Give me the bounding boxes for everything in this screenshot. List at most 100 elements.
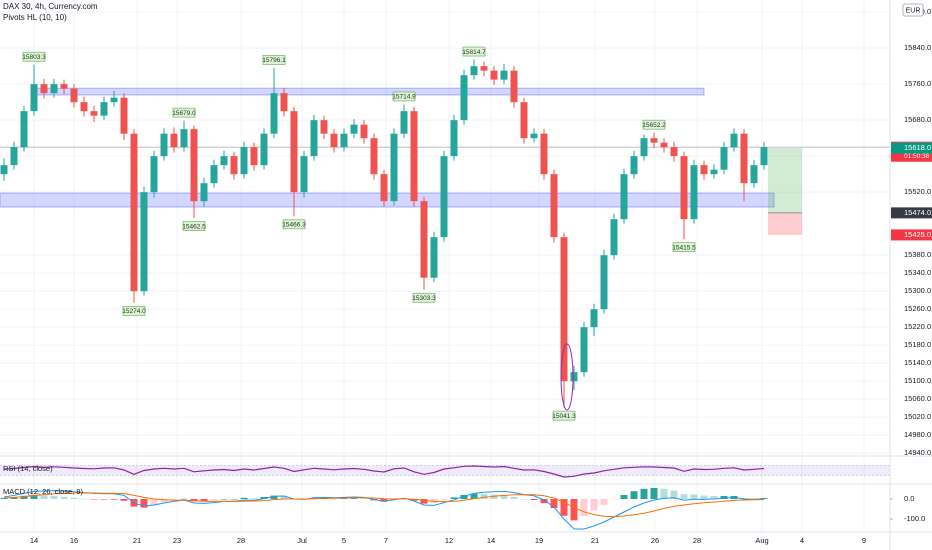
rsi-title: RSI (14, close)	[3, 464, 53, 473]
price-badge	[891, 142, 932, 154]
macd-histogram-bar	[120, 499, 128, 501]
candle-body	[10, 147, 18, 166]
candle-body	[290, 111, 298, 193]
macd-histogram-bar	[550, 499, 558, 508]
position-target	[768, 148, 802, 213]
macd-histogram-bar	[260, 497, 268, 499]
macd-histogram-bar	[520, 499, 528, 500]
macd-histogram-bar	[240, 497, 248, 499]
macd-histogram-bar	[470, 493, 478, 499]
candles-layer	[0, 59, 768, 408]
chart-title: DAX 30, 4h, Currency.com	[3, 2, 98, 11]
candle-body	[410, 111, 418, 202]
price-badge	[891, 207, 932, 219]
macd-histogram-bar	[620, 495, 628, 499]
candle-body	[30, 84, 38, 112]
x-tick-label: 26	[651, 536, 659, 545]
candle-body	[210, 165, 218, 184]
pivot-label: 15652.2	[642, 122, 666, 129]
candle-body	[440, 156, 448, 238]
y-tick-label: 15680.0	[904, 115, 931, 124]
currency-box[interactable]	[902, 3, 924, 17]
candle-body	[460, 75, 468, 121]
pivot-box	[642, 119, 666, 130]
candle-body	[540, 133, 548, 175]
candle-body	[0, 165, 8, 175]
y-tick-label: 15260.0	[904, 304, 931, 313]
macd-histogram-bar	[530, 499, 538, 500]
candle-body	[630, 156, 638, 175]
candle-body	[260, 133, 268, 166]
candle-body	[320, 120, 328, 134]
candle-body	[610, 219, 618, 256]
countdown: 01:50:38	[904, 153, 930, 160]
macd-histogram-bar	[190, 499, 198, 502]
pivot-label: 15814.7	[462, 49, 486, 56]
currency[interactable]: EUR	[906, 7, 921, 14]
macd-histogram-bar	[30, 494, 38, 499]
candle-body	[340, 133, 348, 148]
candle-body	[350, 124, 358, 134]
y-tick-label: 15340.0	[904, 268, 931, 277]
macd-histogram-bar	[330, 498, 338, 500]
pivot-label: 15466.3	[282, 222, 306, 229]
pivot-label: 15303.3	[412, 295, 436, 302]
macd-histogram-bar	[90, 499, 98, 500]
candle-body	[310, 120, 318, 157]
candle-body	[430, 237, 438, 278]
x-tick-label: Jul	[297, 536, 307, 545]
y-tick-label: 15060.0	[904, 394, 931, 403]
x-tick-label: 28	[693, 536, 701, 545]
candle-body	[680, 156, 688, 220]
candle-body	[110, 97, 118, 103]
macd-histogram-bar	[420, 499, 428, 504]
zone	[33, 87, 705, 96]
candle-body	[590, 309, 598, 328]
macd-histogram-bar	[480, 493, 488, 499]
x-tick-label: 28	[237, 536, 245, 545]
x-tick-label: 23	[173, 536, 181, 545]
macd-histogram-bar	[100, 499, 108, 500]
macd-histogram-bar	[700, 495, 708, 499]
candle-body	[250, 147, 258, 166]
axis-layer: 15920.015840.015760.015680.015600.015520…	[30, 7, 932, 545]
macd-histogram-bar	[540, 499, 548, 504]
x-tick-label: 4	[800, 536, 804, 545]
x-tick-label: 21	[591, 536, 599, 545]
macd-tick-label: 0.0	[904, 494, 914, 503]
y-tick-label: 15520.0	[904, 187, 931, 196]
candle-body	[470, 66, 478, 76]
macd-histogram-bar	[460, 495, 468, 499]
y-tick-label: 15140.0	[904, 358, 931, 367]
candle-body	[620, 174, 628, 220]
y-tick-label: 15180.0	[904, 340, 931, 349]
pivot-box	[22, 51, 46, 62]
candle-body	[400, 111, 408, 134]
candle-body	[600, 255, 608, 310]
macd-histogram-bar	[10, 497, 18, 499]
candle-body	[150, 156, 158, 193]
y-tick-label: 15220.0	[904, 322, 931, 331]
macd-histogram-bar	[500, 495, 508, 499]
macd-histogram-bar	[170, 499, 178, 501]
candle-body	[140, 192, 148, 292]
candle-body	[750, 165, 758, 184]
candle-body	[280, 93, 288, 112]
candle-body	[230, 156, 238, 175]
y-tick-label: 15300.0	[904, 286, 931, 295]
price-badge-label: 15474.0	[904, 208, 931, 217]
y-tick-label: 14940.0	[904, 448, 931, 457]
macd-histogram-bar	[660, 488, 668, 499]
pivot-box	[552, 410, 576, 421]
candle-body	[640, 138, 648, 157]
macd-histogram-bar	[50, 495, 58, 499]
candle-body	[370, 138, 378, 175]
macd-histogram-bar	[360, 498, 368, 500]
macd-tick-label: -100.0	[904, 514, 925, 523]
macd-histogram-bar	[60, 496, 68, 499]
macd-histogram-bar	[690, 494, 698, 499]
candle-body	[500, 70, 508, 80]
y-tick-label: 15100.0	[904, 376, 931, 385]
candle-body	[660, 142, 668, 148]
candle-body	[130, 133, 138, 292]
